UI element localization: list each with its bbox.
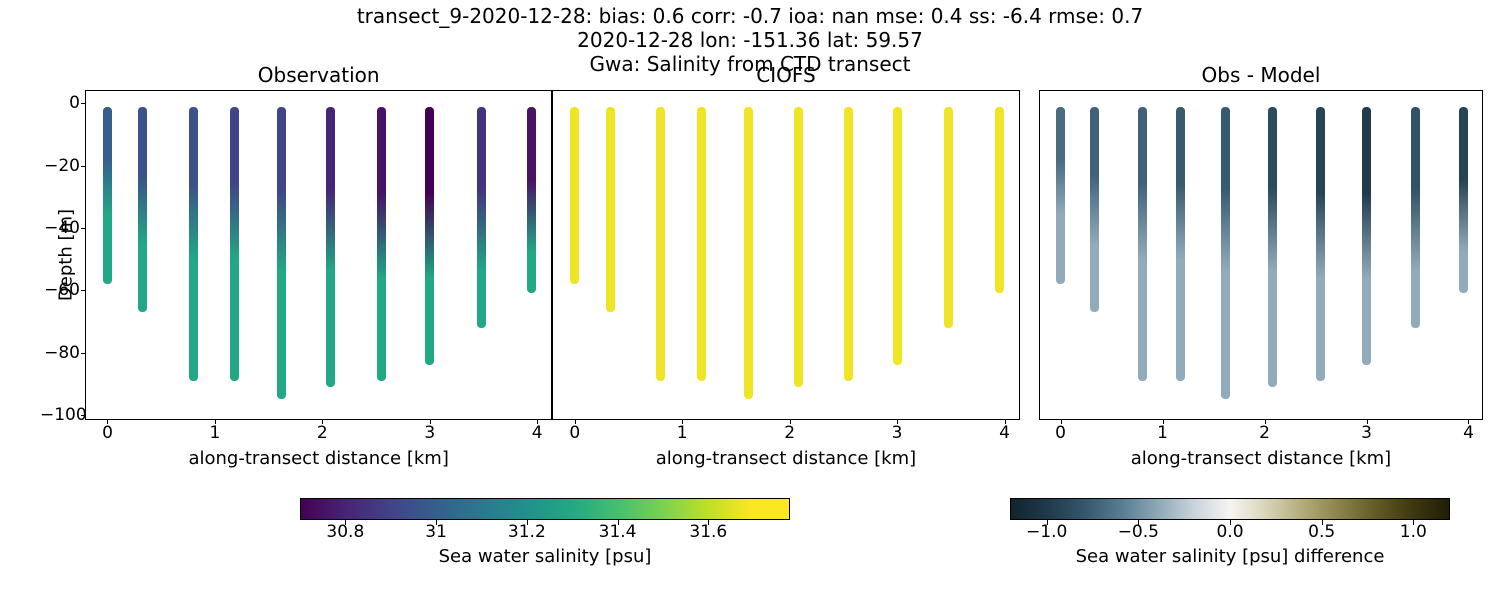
colorbar-tick-label: 31 (425, 522, 447, 542)
colorbar-tick-label: 0.0 (1216, 522, 1243, 542)
x-tick-label: 3 (424, 423, 435, 443)
profile-bar (995, 107, 1004, 294)
panel-diff: Obs - Model01234along-transect distance … (1039, 90, 1483, 420)
profile-bar (844, 107, 853, 381)
profile-bar (425, 107, 434, 365)
colorbar-gradient (1010, 498, 1450, 520)
colorbar-tick-label: −1.0 (1026, 522, 1067, 542)
profile-bar (377, 107, 386, 381)
colorbar-tick-label: 31.4 (599, 522, 637, 542)
colorbar-tick-label: 31.6 (689, 522, 727, 542)
panel-obs: ObservationDepth [m]0−20−40−60−80−100012… (85, 90, 552, 420)
x-tick-label: 2 (317, 423, 328, 443)
colorbar-label: Sea water salinity [psu] difference (1010, 546, 1450, 567)
profile-bar (527, 107, 536, 294)
panel-title: CIOFS (553, 63, 1018, 87)
colorbar-label: Sea water salinity [psu] (300, 546, 790, 567)
suptitle-line: 2020-12-28 lon: -151.36 lat: 59.57 (0, 28, 1500, 52)
profile-bar (1411, 107, 1420, 328)
profile-bar (794, 107, 803, 387)
profile-bars (1040, 91, 1482, 419)
profile-bar (1362, 107, 1371, 365)
x-axis-label: along-transect distance [km] (1040, 448, 1482, 469)
colorbar-tick-label: 1.0 (1400, 522, 1427, 542)
x-tick-label: 0 (102, 423, 113, 443)
profile-bar (477, 107, 486, 328)
profile-bar (189, 107, 198, 381)
profile-bar (1176, 107, 1185, 381)
subplot-row: ObservationDepth [m]0−20−40−60−80−100012… (85, 90, 1480, 420)
x-tick-label: 1 (677, 423, 688, 443)
panel-title: Obs - Model (1040, 63, 1482, 87)
x-axis-label: along-transect distance [km] (553, 448, 1018, 469)
colorbar-tick-label: 31.2 (508, 522, 546, 542)
profile-bars (86, 91, 551, 419)
x-tick-label: 1 (209, 423, 220, 443)
profile-bar (1138, 107, 1147, 381)
y-tick-label: −100 (40, 405, 80, 425)
profile-bar (1316, 107, 1325, 381)
profile-bar (103, 107, 112, 284)
profile-bars (553, 91, 1018, 419)
profile-bar (656, 107, 665, 381)
colorbar-tick-label: 30.8 (326, 522, 364, 542)
y-tick-label: −40 (40, 218, 80, 238)
profile-bar (697, 107, 706, 381)
profile-bar (1459, 107, 1468, 294)
x-tick-label: 0 (1055, 423, 1066, 443)
y-tick-label: 0 (40, 93, 80, 113)
panel-title: Observation (86, 63, 551, 87)
y-tick-label: −60 (40, 280, 80, 300)
colorbar-area: 30.8 31 31.2 31.4 31.6 Sea water salinity [ps… (0, 480, 1500, 590)
x-tick-label: 2 (784, 423, 795, 443)
profile-bar (230, 107, 239, 381)
profile-bar (277, 107, 286, 400)
profile-bar (138, 107, 147, 312)
profile-bar (1090, 107, 1099, 312)
profile-bar (1268, 107, 1277, 387)
x-tick-label: 1 (1157, 423, 1168, 443)
profile-bar (744, 107, 753, 400)
x-tick-label: 4 (1463, 423, 1474, 443)
profile-bar (944, 107, 953, 328)
x-tick-label: 3 (1361, 423, 1372, 443)
profile-bar (326, 107, 335, 387)
y-tick-label: −80 (40, 343, 80, 363)
x-tick-label: 3 (892, 423, 903, 443)
colorbar-tick-label: −0.5 (1118, 522, 1159, 542)
y-tick-label: −20 (40, 156, 80, 176)
x-tick-label: 0 (569, 423, 580, 443)
profile-bar (1056, 107, 1065, 284)
profile-bar (1221, 107, 1230, 400)
x-tick-label: 4 (532, 423, 543, 443)
profile-bar (606, 107, 615, 312)
profile-bar (570, 107, 579, 284)
suptitle-line: transect_9-2020-12-28: bias: 0.6 corr: -… (0, 4, 1500, 28)
profile-bar (893, 107, 902, 365)
x-tick-label: 4 (999, 423, 1010, 443)
panel-model: CIOFS01234along-transect distance [km] (552, 90, 1019, 420)
x-tick-label: 2 (1259, 423, 1270, 443)
colorbar-tick-label: 0.5 (1308, 522, 1335, 542)
x-axis-label: along-transect distance [km] (86, 448, 551, 469)
colorbar-gradient (300, 498, 790, 520)
